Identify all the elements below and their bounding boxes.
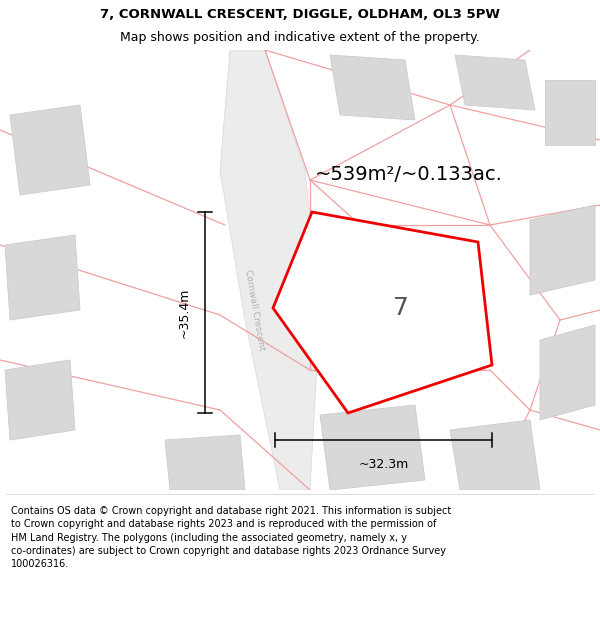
Polygon shape [530, 205, 595, 295]
Text: Cornwall Crescent: Cornwall Crescent [244, 269, 266, 351]
Text: ~35.4m: ~35.4m [178, 288, 191, 338]
Text: 7, CORNWALL CRESCENT, DIGGLE, OLDHAM, OL3 5PW: 7, CORNWALL CRESCENT, DIGGLE, OLDHAM, OL… [100, 8, 500, 21]
Polygon shape [5, 235, 80, 320]
Polygon shape [330, 55, 415, 120]
Polygon shape [455, 55, 535, 110]
Polygon shape [10, 105, 90, 195]
Text: 7: 7 [392, 296, 409, 320]
Polygon shape [320, 405, 425, 490]
Text: ~32.3m: ~32.3m [358, 458, 409, 471]
Polygon shape [540, 325, 595, 420]
Polygon shape [545, 80, 595, 145]
Polygon shape [220, 50, 320, 490]
Polygon shape [273, 212, 492, 413]
Polygon shape [450, 420, 540, 490]
Text: Contains OS data © Crown copyright and database right 2021. This information is : Contains OS data © Crown copyright and d… [11, 506, 451, 569]
Text: ~539m²/~0.133ac.: ~539m²/~0.133ac. [315, 166, 503, 184]
Polygon shape [165, 435, 245, 490]
Text: Map shows position and indicative extent of the property.: Map shows position and indicative extent… [120, 31, 480, 44]
Polygon shape [5, 360, 75, 440]
